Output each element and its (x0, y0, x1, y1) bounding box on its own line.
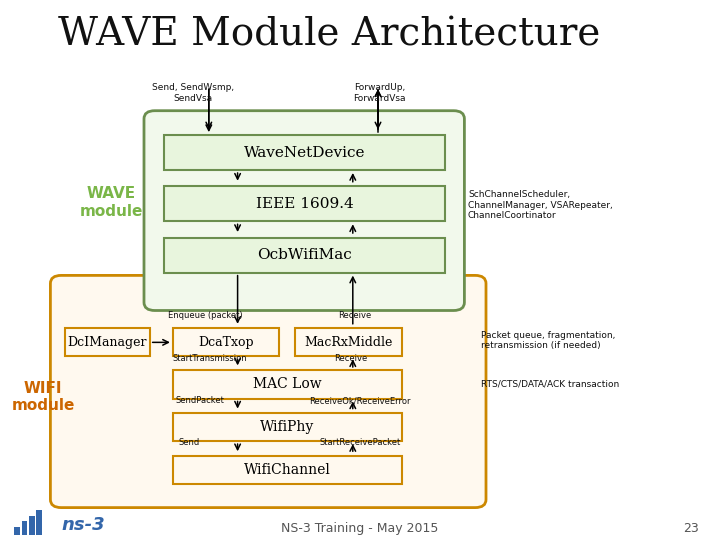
Bar (173, 456, 402, 484)
Bar (173, 370, 402, 399)
Bar (173, 328, 279, 356)
Bar (295, 328, 402, 356)
Text: StartReceivePacket: StartReceivePacket (320, 438, 400, 447)
Text: WifiPhy: WifiPhy (260, 420, 315, 434)
Text: NS-3 Training - May 2015: NS-3 Training - May 2015 (282, 522, 438, 535)
Text: Receive: Receive (338, 310, 372, 320)
Text: WIFI
module: WIFI module (12, 381, 75, 413)
Bar (65, 328, 150, 356)
Text: OcbWifiMac: OcbWifiMac (257, 248, 352, 262)
Bar (164, 186, 445, 221)
Bar (164, 135, 445, 170)
FancyBboxPatch shape (144, 111, 464, 310)
Text: WAVE
module: WAVE module (80, 186, 143, 219)
Text: StartTransmission: StartTransmission (173, 354, 248, 363)
Text: MacRxMiddle: MacRxMiddle (305, 336, 392, 349)
Text: DcaTxop: DcaTxop (198, 336, 254, 349)
Text: Packet queue, fragmentation,
retransmission (if needed): Packet queue, fragmentation, retransmiss… (481, 330, 616, 350)
Text: DcIManager: DcIManager (68, 336, 147, 349)
Text: IEEE 1609.4: IEEE 1609.4 (256, 197, 354, 211)
Text: RTS/CTS/DATA/ACK transaction: RTS/CTS/DATA/ACK transaction (481, 380, 619, 389)
Bar (36, 510, 42, 535)
Text: MAC Low: MAC Low (253, 377, 322, 392)
Text: Send: Send (179, 438, 200, 447)
Text: SchChannelScheduler,
ChannelManager, VSARepeater,
ChannelCoortinator: SchChannelScheduler, ChannelManager, VSA… (468, 190, 613, 220)
Text: Receive: Receive (334, 354, 367, 363)
Text: ns-3: ns-3 (61, 516, 105, 534)
Text: WaveNetDevice: WaveNetDevice (244, 146, 365, 159)
Bar (22, 521, 27, 535)
Text: ForwardUp,
ForwardVsa: ForwardUp, ForwardVsa (354, 83, 405, 103)
Text: SendPacket: SendPacket (176, 396, 225, 405)
FancyBboxPatch shape (50, 275, 486, 508)
Bar (173, 413, 402, 441)
Bar (14, 526, 20, 535)
Bar (164, 238, 445, 273)
Text: Send, SendWsmp,
SendVsa: Send, SendWsmp, SendVsa (152, 83, 234, 103)
Text: ReceiveOk/ReceiveError: ReceiveOk/ReceiveError (310, 396, 410, 405)
Text: WifiChannel: WifiChannel (244, 463, 330, 477)
Text: 23: 23 (683, 522, 699, 535)
Text: WAVE Module Architecture: WAVE Module Architecture (58, 17, 600, 53)
Text: Enqueue (packet): Enqueue (packet) (168, 310, 243, 320)
Bar (29, 516, 35, 535)
